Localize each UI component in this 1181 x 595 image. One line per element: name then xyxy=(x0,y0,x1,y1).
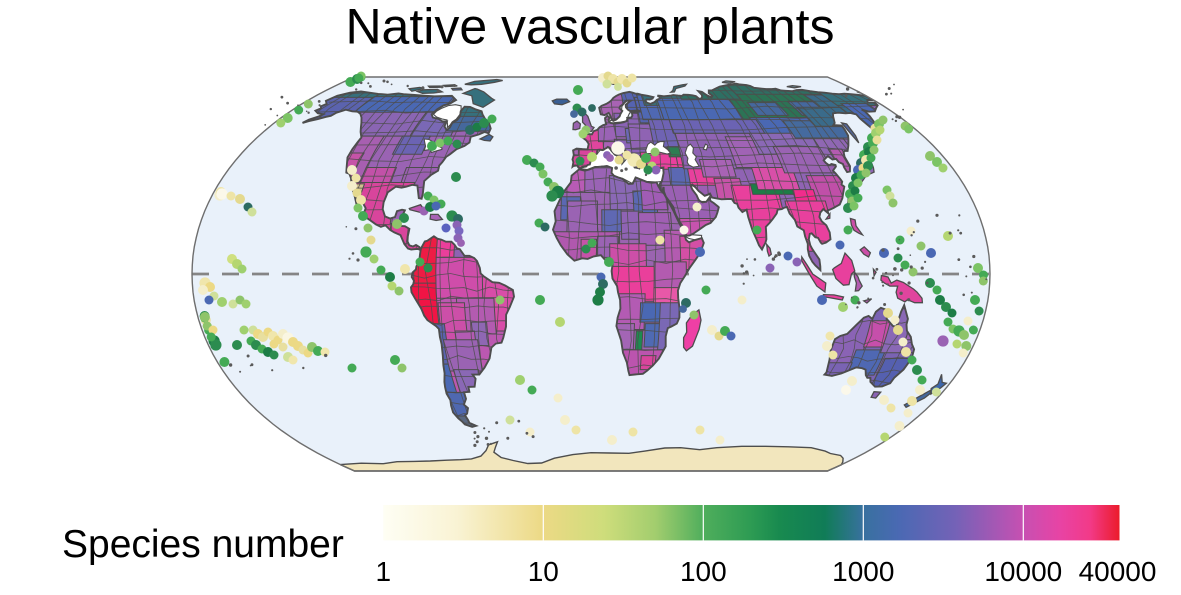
svg-text:1000: 1000 xyxy=(832,556,894,587)
svg-text:10: 10 xyxy=(528,556,559,587)
svg-text:100: 100 xyxy=(680,556,727,587)
svg-text:Species number: Species number xyxy=(62,523,344,566)
svg-text:Native vascular plants: Native vascular plants xyxy=(345,0,834,55)
svg-text:10000: 10000 xyxy=(984,556,1062,587)
svg-text:40000: 40000 xyxy=(1079,556,1157,587)
svg-text:1: 1 xyxy=(376,556,392,587)
